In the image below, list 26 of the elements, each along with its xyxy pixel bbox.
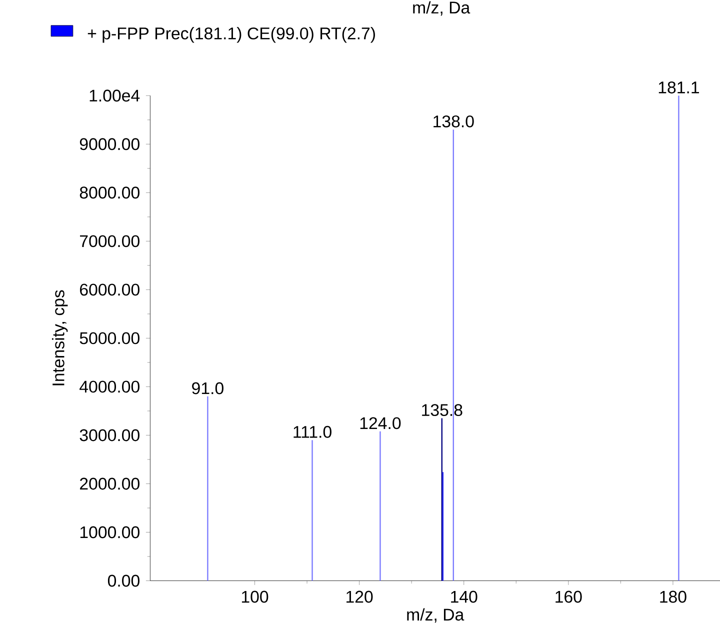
y-tick-label: 6000.00 (80, 284, 140, 296)
x-tick-label: 140 (451, 591, 478, 603)
y-tick-label: 9000.00 (80, 138, 140, 150)
text: m/z, Da (413, 1, 470, 16)
y-tick-label: 1.00e4 (90, 90, 140, 102)
annotation: 124.0 (360, 417, 401, 430)
y-tick-label: 1000.00 (80, 526, 140, 538)
x-tick-label: 160 (556, 591, 582, 603)
y-tick-label: 2000.00 (80, 478, 140, 490)
text: + p-FPP Prec(181.1) CE(99.0) RT(2.7) (88, 27, 375, 43)
y-tick-label: 5000.00 (80, 332, 140, 344)
annotation: 135.8 (422, 404, 462, 416)
y-tick-label: 3000.00 (80, 429, 140, 442)
x-axis-title: m/z, Da (407, 608, 464, 623)
y-tick-label: 7000.00 (80, 235, 140, 248)
annotation: 138.0 (434, 116, 474, 128)
y-axis-title: Intensity, cps (52, 290, 68, 386)
annotation: 111.0 (294, 426, 332, 438)
x-tick-label: 180 (660, 591, 686, 603)
annotation: 181.1 (658, 82, 699, 94)
x-tick-label: 100 (242, 591, 268, 603)
y-tick-label: 0.00 (108, 575, 140, 587)
y-tick-label: 4000.00 (80, 380, 140, 393)
annotation: 91.0 (192, 382, 224, 394)
x-tick-label: 120 (346, 591, 373, 603)
y-tick-label: 8000.00 (80, 186, 140, 199)
